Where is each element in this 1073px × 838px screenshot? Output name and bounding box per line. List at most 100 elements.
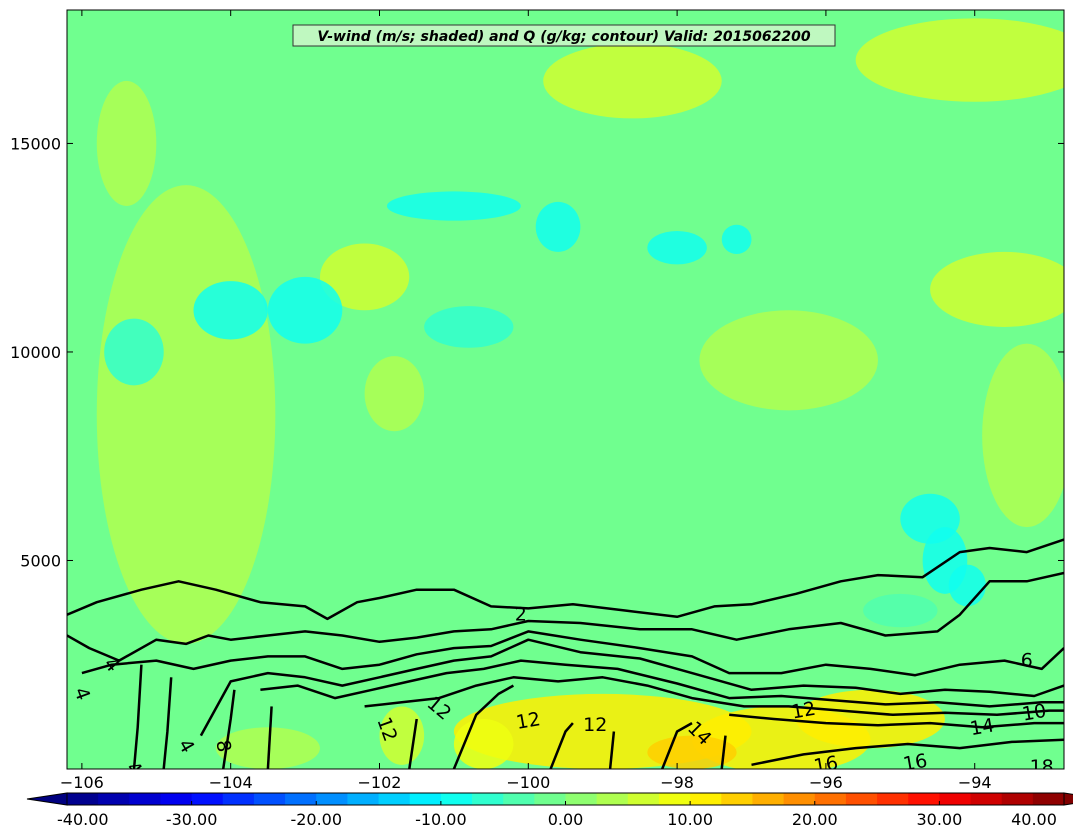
colorbar-segment — [503, 793, 535, 805]
colorbar-segment — [129, 793, 161, 805]
x-tick-label: −100 — [506, 773, 550, 792]
x-tick-label: −106 — [60, 773, 104, 792]
shading-region — [96, 185, 276, 644]
shading-region — [104, 318, 164, 386]
colorbar-tick-label: 10.00 — [667, 810, 713, 829]
colorbar-segment — [627, 793, 660, 805]
shading-region — [948, 564, 986, 607]
x-tick-label: −104 — [209, 773, 253, 792]
colorbar-segment — [191, 793, 224, 805]
shading-region — [535, 201, 581, 252]
colorbar-segment — [534, 793, 566, 805]
colorbar-segment — [222, 793, 255, 805]
contour-label: 4 — [122, 757, 147, 780]
colorbar-segment — [908, 793, 940, 805]
shading-region — [193, 281, 268, 340]
contour-label: 14 — [968, 714, 996, 740]
shading-region — [647, 231, 707, 265]
colorbar-tick-label: 40.00 — [1011, 810, 1057, 829]
x-tick-label: −94 — [958, 773, 992, 792]
contour-line-4 — [162, 677, 173, 769]
colorbar: -40.00 -30.00 -20.00 -10.00 0.00 10.00 20.00 30… — [26, 792, 1073, 829]
vwind-shading — [96, 18, 1064, 769]
contour-label: 16 — [812, 752, 840, 778]
colorbar-segment — [440, 793, 473, 805]
contour-line-12 — [364, 676, 1064, 717]
colorbar-segment — [1032, 793, 1065, 805]
contour-line-14 — [661, 722, 693, 769]
colorbar-segment — [347, 793, 380, 805]
y-axis: 5000 10000 15000 — [10, 134, 1064, 570]
colorbar-tick-label: 20.00 — [792, 810, 838, 829]
shading-region — [863, 593, 938, 628]
contour-line-6 — [221, 689, 236, 769]
contour-label: 12 — [790, 698, 818, 724]
colorbar-tick-label: -10.00 — [415, 810, 467, 829]
shading-region — [453, 718, 514, 769]
shading-region — [699, 310, 878, 411]
contour-line-12 — [452, 684, 515, 769]
shading-region — [267, 276, 343, 344]
colorbar-segment — [565, 793, 598, 805]
colorbar-extend-low — [26, 792, 68, 806]
colorbar-segment — [378, 793, 411, 805]
contour-label: 12 — [583, 714, 607, 736]
colorbar-segment — [845, 793, 878, 805]
contour-line-16 — [720, 735, 727, 769]
colorbar-segment — [472, 793, 504, 805]
chart-title-box: V-wind (m/s; shaded) and Q (g/kg; contou… — [292, 24, 836, 47]
shading-region — [319, 243, 410, 311]
contour-line-10 — [260, 659, 1064, 708]
colorbar-segment — [814, 793, 847, 805]
colorbar-segment — [160, 793, 193, 805]
colorbar-segment — [316, 793, 348, 805]
colorbar-segment — [721, 793, 753, 805]
contour-line-6 — [81, 630, 1064, 677]
contour-line-16 — [608, 731, 616, 769]
colorbar-tick-label: 0.00 — [548, 810, 584, 829]
shading-region — [930, 251, 1064, 327]
x-axis: −106 −104 −102 −100 −98 −96 −94 — [60, 10, 992, 792]
colorbar-segment — [752, 793, 785, 805]
shading-region — [386, 191, 521, 221]
colorbar-segment — [970, 793, 1003, 805]
chart-title: V-wind (m/s; shaded) and Q (g/kg; contou… — [317, 29, 810, 45]
colorbar-segment — [877, 793, 909, 805]
contour-label: 10 — [1020, 700, 1048, 726]
contour-line-16 — [751, 738, 1064, 767]
contour-label: 16 — [901, 750, 929, 776]
humidity-contours — [67, 538, 1064, 769]
contour-line-12 — [408, 718, 418, 769]
x-tick-label: −98 — [660, 773, 694, 792]
colorbar-segment — [658, 793, 691, 805]
contour-line-2 — [67, 538, 1064, 621]
x-tick-label: −102 — [358, 773, 402, 792]
contour-line-8 — [199, 638, 1064, 737]
colorbar-segment — [596, 793, 629, 805]
contour-label: 6 — [1021, 650, 1033, 672]
y-tick-label: 10000 — [10, 343, 61, 362]
contour-line-8 — [266, 706, 273, 769]
colorbar-segment — [409, 793, 442, 805]
x-tick-label: −96 — [809, 773, 843, 792]
colorbar-segment — [67, 793, 99, 805]
shading-region — [647, 735, 737, 769]
y-tick-label: 5000 — [20, 551, 61, 570]
contour-line-12 — [549, 722, 574, 769]
colorbar-segment — [285, 793, 317, 805]
colorbar-segment — [1001, 793, 1034, 805]
plot-frame — [66, 9, 1065, 770]
colorbar-segment — [98, 793, 130, 805]
shading-region — [982, 343, 1064, 528]
shading-region — [364, 356, 425, 432]
colorbar-extend-high — [1063, 792, 1073, 806]
colorbar-segment — [690, 793, 722, 805]
colorbar-tick-label: -30.00 — [166, 810, 218, 829]
y-tick-label: 15000 — [10, 134, 61, 153]
shading-region — [424, 306, 514, 348]
colorbar-tick-label: -20.00 — [290, 810, 342, 829]
contour-label: 2 — [515, 604, 527, 626]
